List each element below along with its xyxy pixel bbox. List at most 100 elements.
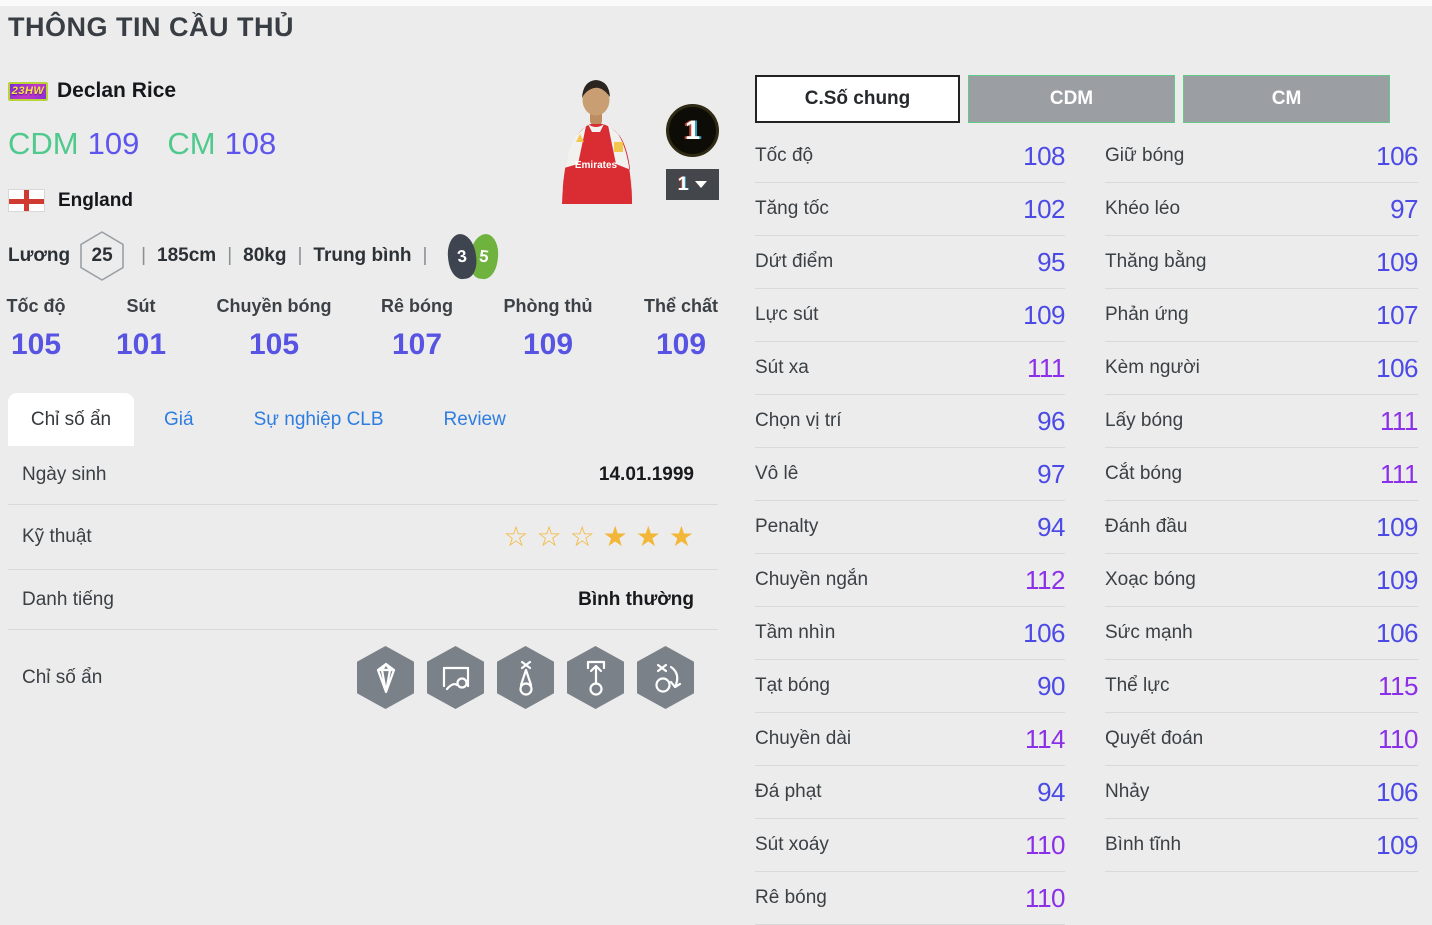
tab-bar: Chỉ số ẩn Giá Sự nghiệp CLB Review — [8, 393, 536, 446]
stat-row: Tốc độ 108 — [755, 130, 1065, 183]
wage-label: Lương — [8, 245, 71, 266]
stat-label: Chọn vị trí — [755, 410, 842, 431]
main-stat-label: Thể chất — [643, 296, 719, 316]
main-stat-label: Rê bóng — [381, 296, 453, 316]
stat-label: Vô lê — [755, 463, 799, 484]
stat-row: Vô lê 97 — [755, 448, 1065, 501]
tab[interactable]: Chỉ số ẩn — [8, 393, 134, 446]
stat-label: Giữ bóng — [1105, 145, 1185, 166]
button-cm[interactable]: CM — [1183, 75, 1390, 123]
stat-row: Giữ bóng 106 — [1105, 130, 1418, 183]
stat-label: Sút xa — [755, 357, 809, 378]
stat-value: 111 — [1379, 405, 1419, 436]
tab-label: Review — [443, 408, 506, 430]
level-select-dropdown[interactable]: 1 — [666, 169, 719, 200]
stat-row: Sức mạnh 106 — [1105, 607, 1418, 660]
button-general-stats[interactable]: C.Số chung — [755, 75, 960, 123]
stat-value: 109 — [1376, 829, 1418, 860]
stat-label: Chuyền ngắn — [755, 569, 869, 590]
player-name-row: 23HW Declan Rice — [8, 79, 176, 103]
stat-value: 102 — [1023, 193, 1065, 224]
height-value: 185cm — [157, 245, 217, 266]
profile-rows: Ngày sinh 14.01.1999 Kỹ thuật Danh tiếng… — [8, 446, 718, 725]
stat-row: Nhảy 106 — [1105, 766, 1418, 819]
stat-label: Cắt bóng — [1105, 463, 1183, 484]
stat-value: 106 — [1376, 776, 1418, 807]
stat-row: Đá phạt 94 — [755, 766, 1065, 819]
main-stat: Tốc độ 105 — [7, 296, 66, 362]
detail-stats-right-column: Giữ bóng 106 Khéo léo 97 Thăng bằng 109 … — [1105, 130, 1419, 925]
main-stat-value: 101 — [115, 328, 167, 361]
stat-label: Lực sút — [755, 304, 819, 325]
player-photo: Emirates — [562, 80, 632, 204]
fame-label: Danh tiếng — [22, 588, 114, 610]
main-stat-value: 105 — [248, 328, 300, 361]
stat-row: Sút xoáy 110 — [755, 819, 1065, 872]
stat-value: 94 — [1037, 511, 1065, 542]
stat-label: Đá phạt — [755, 781, 822, 802]
birthdate-row: Ngày sinh 14.01.1999 — [8, 446, 718, 505]
position-overall: 108 — [224, 126, 277, 161]
star-icon — [503, 523, 528, 551]
stat-label: Bình tĩnh — [1105, 834, 1182, 855]
stat-value: 112 — [1025, 564, 1065, 595]
stat-label: Dứt điểm — [755, 251, 834, 272]
stat-value: 110 — [1378, 723, 1418, 754]
goal-shot-icon — [427, 646, 484, 709]
stat-row: Sút xa 111 — [755, 342, 1066, 395]
tab-label: Sự nghiệp CLB — [253, 408, 384, 430]
stat-label: Thăng bằng — [1105, 251, 1207, 272]
stat-value: 114 — [1025, 723, 1065, 754]
tab[interactable]: Giá — [134, 393, 224, 446]
tab-label: Chỉ số ẩn — [30, 408, 112, 430]
level-badge: 1 — [666, 104, 719, 157]
season-badge: 23HW — [8, 81, 48, 101]
stat-row: Dứt điểm 95 — [755, 236, 1065, 289]
stat-value: 109 — [1376, 511, 1418, 542]
stat-label: Lấy bóng — [1105, 410, 1184, 431]
position-rating: CM 108 — [167, 126, 276, 162]
main-stat-label: Chuyền bóng — [216, 296, 332, 316]
fame-row: Danh tiếng Bình thường — [8, 570, 718, 630]
wage-value: 25 — [91, 245, 113, 266]
main-stats: Tốc độ 105 Sút 101 Chuyền bóng 105 Rê bó… — [7, 296, 719, 386]
star-icon — [603, 523, 628, 551]
detail-stats-left-column: Tốc độ 108 Tăng tốc 102 Dứt điểm 95 Lực … — [755, 130, 1066, 925]
tab[interactable]: Review — [414, 393, 536, 446]
main-stat-label: Phòng thủ — [503, 296, 593, 316]
main-stat-label: Tốc độ — [6, 296, 66, 316]
position-rating: CDM 109 — [8, 126, 139, 162]
stat-row: Xoạc bóng 109 — [1105, 554, 1418, 607]
position-code: CM — [167, 126, 216, 161]
stat-label: Tầm nhìn — [755, 622, 836, 643]
button-cdm[interactable]: CDM — [968, 75, 1175, 123]
separator: | — [422, 245, 428, 266]
weight-value: 80kg — [243, 245, 287, 266]
stat-row: Tầm nhìn 106 — [755, 607, 1065, 660]
stat-label: Penalty — [755, 516, 819, 537]
caret-down-icon — [695, 181, 708, 188]
birthdate-value: 14.01.1999 — [598, 464, 694, 485]
top-strip — [0, 0, 1432, 6]
stat-row: Phản ứng 107 — [1105, 289, 1418, 342]
position-ratings: CDM 109 CM 108 — [8, 126, 304, 162]
stat-label: Nhảy — [1105, 781, 1150, 802]
stat-row: Cắt bóng 111 — [1105, 448, 1419, 501]
position-overall: 109 — [87, 126, 140, 161]
player-info-row: Lương 25 | 185cm | 80kg | Trung bình | 3… — [8, 230, 502, 282]
svg-text:Emirates: Emirates — [575, 160, 618, 171]
stat-row: Đánh đầu 109 — [1105, 501, 1418, 554]
stat-row: Lực sút 109 — [755, 289, 1065, 342]
fame-value: Bình thường — [578, 588, 694, 610]
stat-label: Tốc độ — [755, 145, 814, 166]
main-stat-label: Sút — [126, 296, 156, 316]
stat-value: 111 — [1026, 352, 1066, 383]
star-icon — [669, 523, 694, 551]
tab[interactable]: Sự nghiệp CLB — [224, 393, 414, 446]
stat-row: Thăng bằng 109 — [1105, 236, 1418, 289]
stat-row: Khéo léo 97 — [1105, 183, 1418, 236]
trait-icons — [357, 646, 694, 709]
detail-stats-grid: Tốc độ 108 Tăng tốc 102 Dứt điểm 95 Lực … — [755, 130, 1419, 925]
hidden-stats-label: Chỉ số ẩn — [22, 666, 103, 688]
stat-row: Tăng tốc 102 — [755, 183, 1065, 236]
